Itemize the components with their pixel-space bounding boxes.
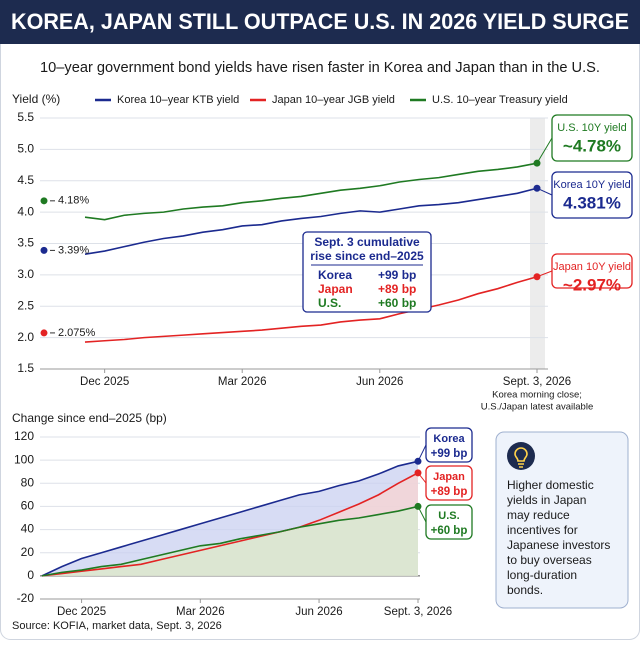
x-tick-label: Jun 2026 [295,606,342,618]
callout-box [425,465,473,501]
series-line [84,187,538,255]
start-label: 2.075% [58,327,96,339]
y-axis-label: Yield (%) [12,92,60,106]
x-tick-label: Dec 2025 [80,376,129,388]
legend-label: Japan 10–year JGB yield [272,94,395,106]
info-text: to buy overseas [507,553,592,567]
x-tick-label: Sept. 3, 2026 [503,376,571,388]
header-bar [0,0,640,44]
callout-title: Japan [433,471,465,483]
series-line [41,460,419,577]
summary-name: Japan [318,282,353,296]
summary-value: +89 bp [378,282,416,296]
start-point [40,246,48,254]
callout-value: 4.381% [563,193,621,212]
summary-title: rise since end–2025 [310,249,424,263]
start-label: 3.39% [58,244,89,256]
info-text: Japanese investors [507,538,610,552]
series-line [84,275,538,343]
callout-box [425,427,473,463]
summary-value: +60 bp [378,296,416,310]
series-line [41,505,419,577]
start-point [40,197,48,205]
y-tick-label: 40 [21,522,35,536]
summary-title: Sept. 3 cumulative [314,235,420,249]
callout-title: Korea 10Y yield [553,179,630,191]
callout-box [551,114,633,162]
callout-box [551,253,633,289]
y-tick-label: 20 [21,545,35,559]
callout-connector [536,187,553,196]
x-tick-label: Mar 2026 [176,606,225,618]
source: Source: KOFIA, market data, Sept. 3, 202… [12,620,222,632]
area [42,506,418,576]
callout-value: +89 bp [431,486,468,498]
y-tick-label: 80 [21,475,35,489]
y-tick-label: 100 [14,452,34,466]
callout-connector [417,444,427,462]
y-tick-label: 1.5 [17,361,34,375]
bulb-icon [514,447,528,468]
callout-box [425,504,473,540]
y-tick-label: 5.0 [17,142,34,156]
x-tick-label: Sept. 3, 2026 [384,606,452,618]
x-note: U.S./Japan latest available [481,402,593,413]
callout-value: ~2.97% [563,275,621,294]
callout-value: ~4.78% [563,136,621,155]
y-tick-label: 3.5 [17,236,34,250]
y-tick-label: 0 [27,568,34,582]
x-tick-label: Mar 2026 [218,376,267,388]
info-text: incentives for [507,523,578,537]
callout-value: +60 bp [431,525,468,537]
y-tick-label: 4.5 [17,173,34,187]
callout-box [551,171,633,219]
callout-connector [536,137,553,164]
y-tick-label: 4.0 [17,204,34,218]
callout-title: U.S. [438,510,459,522]
summary-box [302,231,432,313]
y-tick-label: 60 [21,499,35,513]
y-tick-label: 3.0 [17,267,34,281]
summary-name: U.S. [318,296,341,310]
y-tick-label: 2.5 [17,298,34,312]
legend-label: U.S. 10–year Treasury yield [432,94,568,106]
x-note: Korea morning close; [492,390,582,401]
callout-title: Korea [433,433,465,445]
info-text: Higher domestic [507,478,594,492]
series-line [41,472,419,577]
subtitle: 10–year government bond yields have rise… [40,60,600,76]
info-text: yields in Japan [507,493,586,507]
summary-value: +99 bp [378,268,416,282]
summary-name: Korea [318,268,352,282]
start-label: 4.18% [58,195,89,207]
series-line [84,162,538,221]
info-text: bonds. [507,583,543,597]
y-tick-label: 5.5 [17,110,34,124]
callout-title: U.S. 10Y yield [557,122,627,134]
callout-connector [417,472,427,484]
callout-connector [536,270,553,278]
title: KOREA, JAPAN STILL OUTPACE U.S. IN 2026 … [11,9,629,34]
callout-value: +99 bp [431,448,468,460]
x-tick-label: Jun 2026 [356,376,403,388]
info-text: may reduce [507,508,570,522]
callout-title: Japan 10Y yield [553,261,631,273]
info-text: long-duration [507,568,577,582]
y-tick-label: 2.0 [17,330,34,344]
x-tick-label: Dec 2025 [57,606,106,618]
y-axis-label: Change since end–2025 (bp) [12,411,167,425]
bulb-icon-bg [507,442,535,470]
callout-connector [417,506,427,523]
start-point [40,329,48,337]
y-tick-label: 120 [14,429,34,443]
legend-label: Korea 10–year KTB yield [117,94,239,106]
info-box [495,431,629,609]
y-tick-label: -20 [17,591,35,605]
